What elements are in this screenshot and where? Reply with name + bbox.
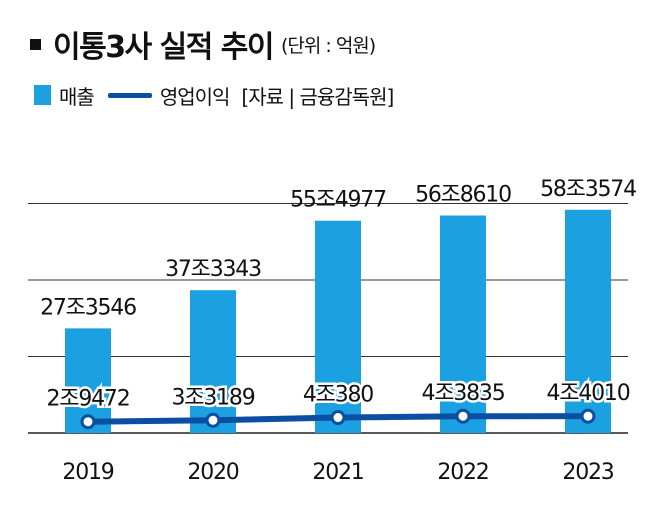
revenue-bar bbox=[565, 209, 611, 433]
legend-line-swatch-icon bbox=[107, 92, 152, 98]
revenue-bar bbox=[315, 220, 361, 433]
x-tick-label: 2020 bbox=[187, 460, 238, 485]
legend-bar-label: 매출 bbox=[59, 84, 95, 109]
x-tick-label: 2022 bbox=[437, 460, 488, 485]
operating-profit-label: 2조9472 bbox=[46, 387, 129, 412]
legend-bar-swatch-icon bbox=[34, 85, 51, 105]
revenue-bar-label: 56조8610 bbox=[415, 183, 511, 208]
unit-label: (단위 : 억원) bbox=[280, 34, 376, 57]
operating-profit-label: 4조3835 bbox=[421, 381, 504, 406]
operating-profit-label: 4조4010 bbox=[546, 381, 629, 406]
x-tick-label: 2019 bbox=[62, 460, 113, 485]
revenue-bar-label: 27조3546 bbox=[40, 295, 136, 320]
revenue-bar-label: 55조4977 bbox=[290, 188, 386, 213]
x-tick-label: 2021 bbox=[312, 460, 363, 485]
operating-profit-point bbox=[455, 408, 471, 424]
revenue-bar-label: 58조3574 bbox=[540, 177, 636, 202]
operating-profit-point bbox=[580, 408, 596, 424]
source-label: [자료 | 금융감독원] bbox=[241, 84, 394, 109]
operating-profit-label: 4조380 bbox=[303, 383, 373, 408]
title-row: 이통3사 실적 추이 (단위 : 억원) bbox=[30, 24, 376, 65]
revenue-bar bbox=[190, 290, 236, 433]
operating-profit-point bbox=[330, 410, 346, 426]
legend: 매출 영업이익 [자료 | 금융감독원] bbox=[34, 80, 394, 110]
operating-profit-point bbox=[205, 412, 221, 428]
operating-profit-point bbox=[80, 414, 96, 430]
chart-title: 이통3사 실적 추이 bbox=[53, 30, 274, 65]
operating-profit-label: 3조3189 bbox=[171, 385, 254, 410]
revenue-bar-label: 37조3343 bbox=[165, 257, 261, 282]
revenue-bar bbox=[440, 215, 486, 433]
legend-line-label: 영업이익 bbox=[159, 84, 231, 109]
x-tick-label: 2023 bbox=[562, 460, 613, 485]
title-bullet-icon bbox=[30, 38, 41, 50]
